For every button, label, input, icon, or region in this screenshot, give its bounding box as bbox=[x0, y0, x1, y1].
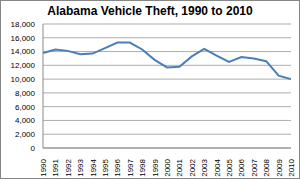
svg-text:1995: 1995 bbox=[101, 158, 110, 176]
html-text:Alabama Vehicle Theft, 1990 to: Alabama Vehicle Theft, 1990 to 2010 bbox=[47, 4, 253, 18]
svg-text:18,000: 18,000 bbox=[11, 21, 36, 29]
svg-text:2010: 2010 bbox=[287, 158, 292, 176]
svg-text:10,000: 10,000 bbox=[11, 75, 36, 84]
svg-text:2009: 2009 bbox=[275, 158, 284, 176]
svg-text:2008: 2008 bbox=[262, 158, 271, 176]
svg-text:1998: 1998 bbox=[138, 158, 147, 176]
svg-text:4,000: 4,000 bbox=[15, 116, 36, 125]
svg-text:2006: 2006 bbox=[237, 158, 246, 176]
svg-text:6,000: 6,000 bbox=[15, 103, 36, 112]
svg-text:1991: 1991 bbox=[51, 158, 60, 176]
svg-text:1990: 1990 bbox=[39, 158, 48, 176]
svg-text:1992: 1992 bbox=[64, 158, 73, 176]
svg-text:2003: 2003 bbox=[200, 158, 209, 176]
svg-text:1997: 1997 bbox=[126, 158, 135, 176]
svg-text:0: 0 bbox=[31, 144, 36, 153]
svg-text:2,000: 2,000 bbox=[15, 130, 36, 139]
svg-text:1994: 1994 bbox=[89, 158, 98, 176]
svg-text:2004: 2004 bbox=[213, 158, 222, 176]
svg-text:2002: 2002 bbox=[188, 158, 197, 176]
svg-text:8,000: 8,000 bbox=[15, 89, 36, 98]
svg-text:2005: 2005 bbox=[225, 158, 234, 176]
svg-text:2000: 2000 bbox=[163, 158, 172, 176]
svg-text:2001: 2001 bbox=[175, 158, 184, 176]
svg-text:16,000: 16,000 bbox=[11, 34, 36, 43]
svg-text:1993: 1993 bbox=[76, 158, 85, 176]
svg-text:14,000: 14,000 bbox=[11, 47, 36, 56]
svg-text:1996: 1996 bbox=[113, 158, 122, 176]
svg-text:2007: 2007 bbox=[250, 158, 259, 176]
svg-text:12,000: 12,000 bbox=[11, 61, 36, 70]
svg-text:1999: 1999 bbox=[151, 158, 160, 176]
